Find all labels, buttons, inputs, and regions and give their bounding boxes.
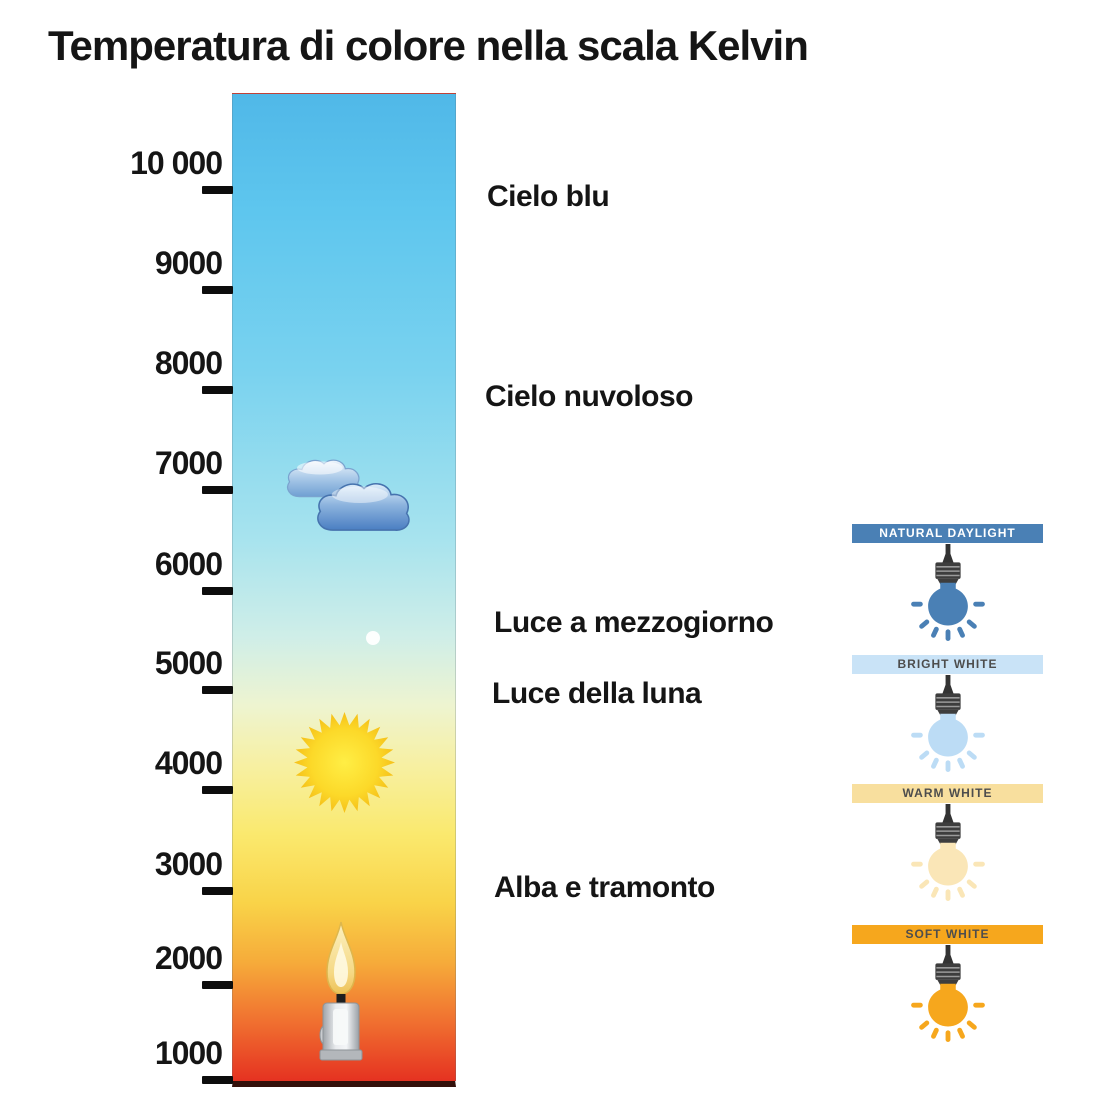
legend-natural-daylight: NATURAL DAYLIGHT — [852, 524, 1043, 641]
legend-banner: BRIGHT WHITE — [852, 655, 1043, 674]
scale-tick — [202, 686, 233, 694]
annotation-luce-mezzogiorno: Luce a mezzogiorno — [494, 606, 774, 639]
page-title: Temperatura di colore nella scala Kelvin — [48, 22, 809, 69]
scale-label: 8000 — [154, 345, 223, 381]
scale-tick — [202, 786, 233, 794]
legend-banner: NATURAL DAYLIGHT — [852, 524, 1043, 543]
candle-icon — [319, 921, 363, 1061]
scale-label: 7000 — [154, 445, 223, 481]
legend-warm-white: WARM WHITE — [852, 784, 1043, 901]
scale-tick — [202, 587, 233, 595]
scale-label: 4000 — [154, 745, 223, 781]
annotation-cielo-nuvoloso: Cielo nuvoloso — [485, 380, 694, 413]
scale-label: 1000 — [154, 1035, 223, 1071]
kelvin-gradient-bar — [232, 93, 456, 1087]
scale-tick — [202, 887, 233, 895]
bulb-icon — [893, 544, 1003, 641]
legend-banner: WARM WHITE — [852, 784, 1043, 803]
scale-tick — [202, 981, 233, 989]
scale-label: 6000 — [154, 546, 223, 582]
scale-tick — [202, 386, 233, 394]
scale-label: 2000 — [154, 940, 223, 976]
scale-tick — [202, 1076, 233, 1084]
bulb-icon — [893, 945, 1003, 1042]
scale-tick — [202, 286, 233, 294]
legend-banner: SOFT WHITE — [852, 925, 1043, 944]
legend-bright-white: BRIGHT WHITE — [852, 655, 1043, 772]
annotation-luce-luna: Luce della luna — [492, 677, 702, 710]
scale-label: 10 000 — [130, 145, 223, 181]
moon-icon — [366, 631, 380, 645]
bulb-icon — [893, 804, 1003, 901]
legend-soft-white: SOFT WHITE — [852, 925, 1043, 1042]
scale-label: 5000 — [154, 645, 223, 681]
scale-label: 9000 — [154, 245, 223, 281]
clouds-icon — [287, 459, 410, 531]
bulb-icon — [893, 675, 1003, 772]
scale-label: 3000 — [154, 846, 223, 882]
annotation-alba-tramonto: Alba e tramonto — [494, 871, 715, 904]
sun-icon — [294, 712, 395, 813]
annotation-cielo-blu: Cielo blu — [487, 180, 610, 213]
scale-tick — [202, 486, 233, 494]
scale-tick — [202, 186, 233, 194]
